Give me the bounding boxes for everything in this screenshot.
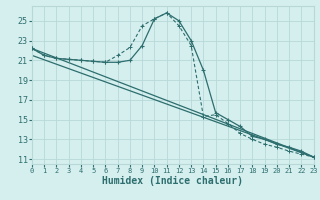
- X-axis label: Humidex (Indice chaleur): Humidex (Indice chaleur): [102, 176, 243, 186]
